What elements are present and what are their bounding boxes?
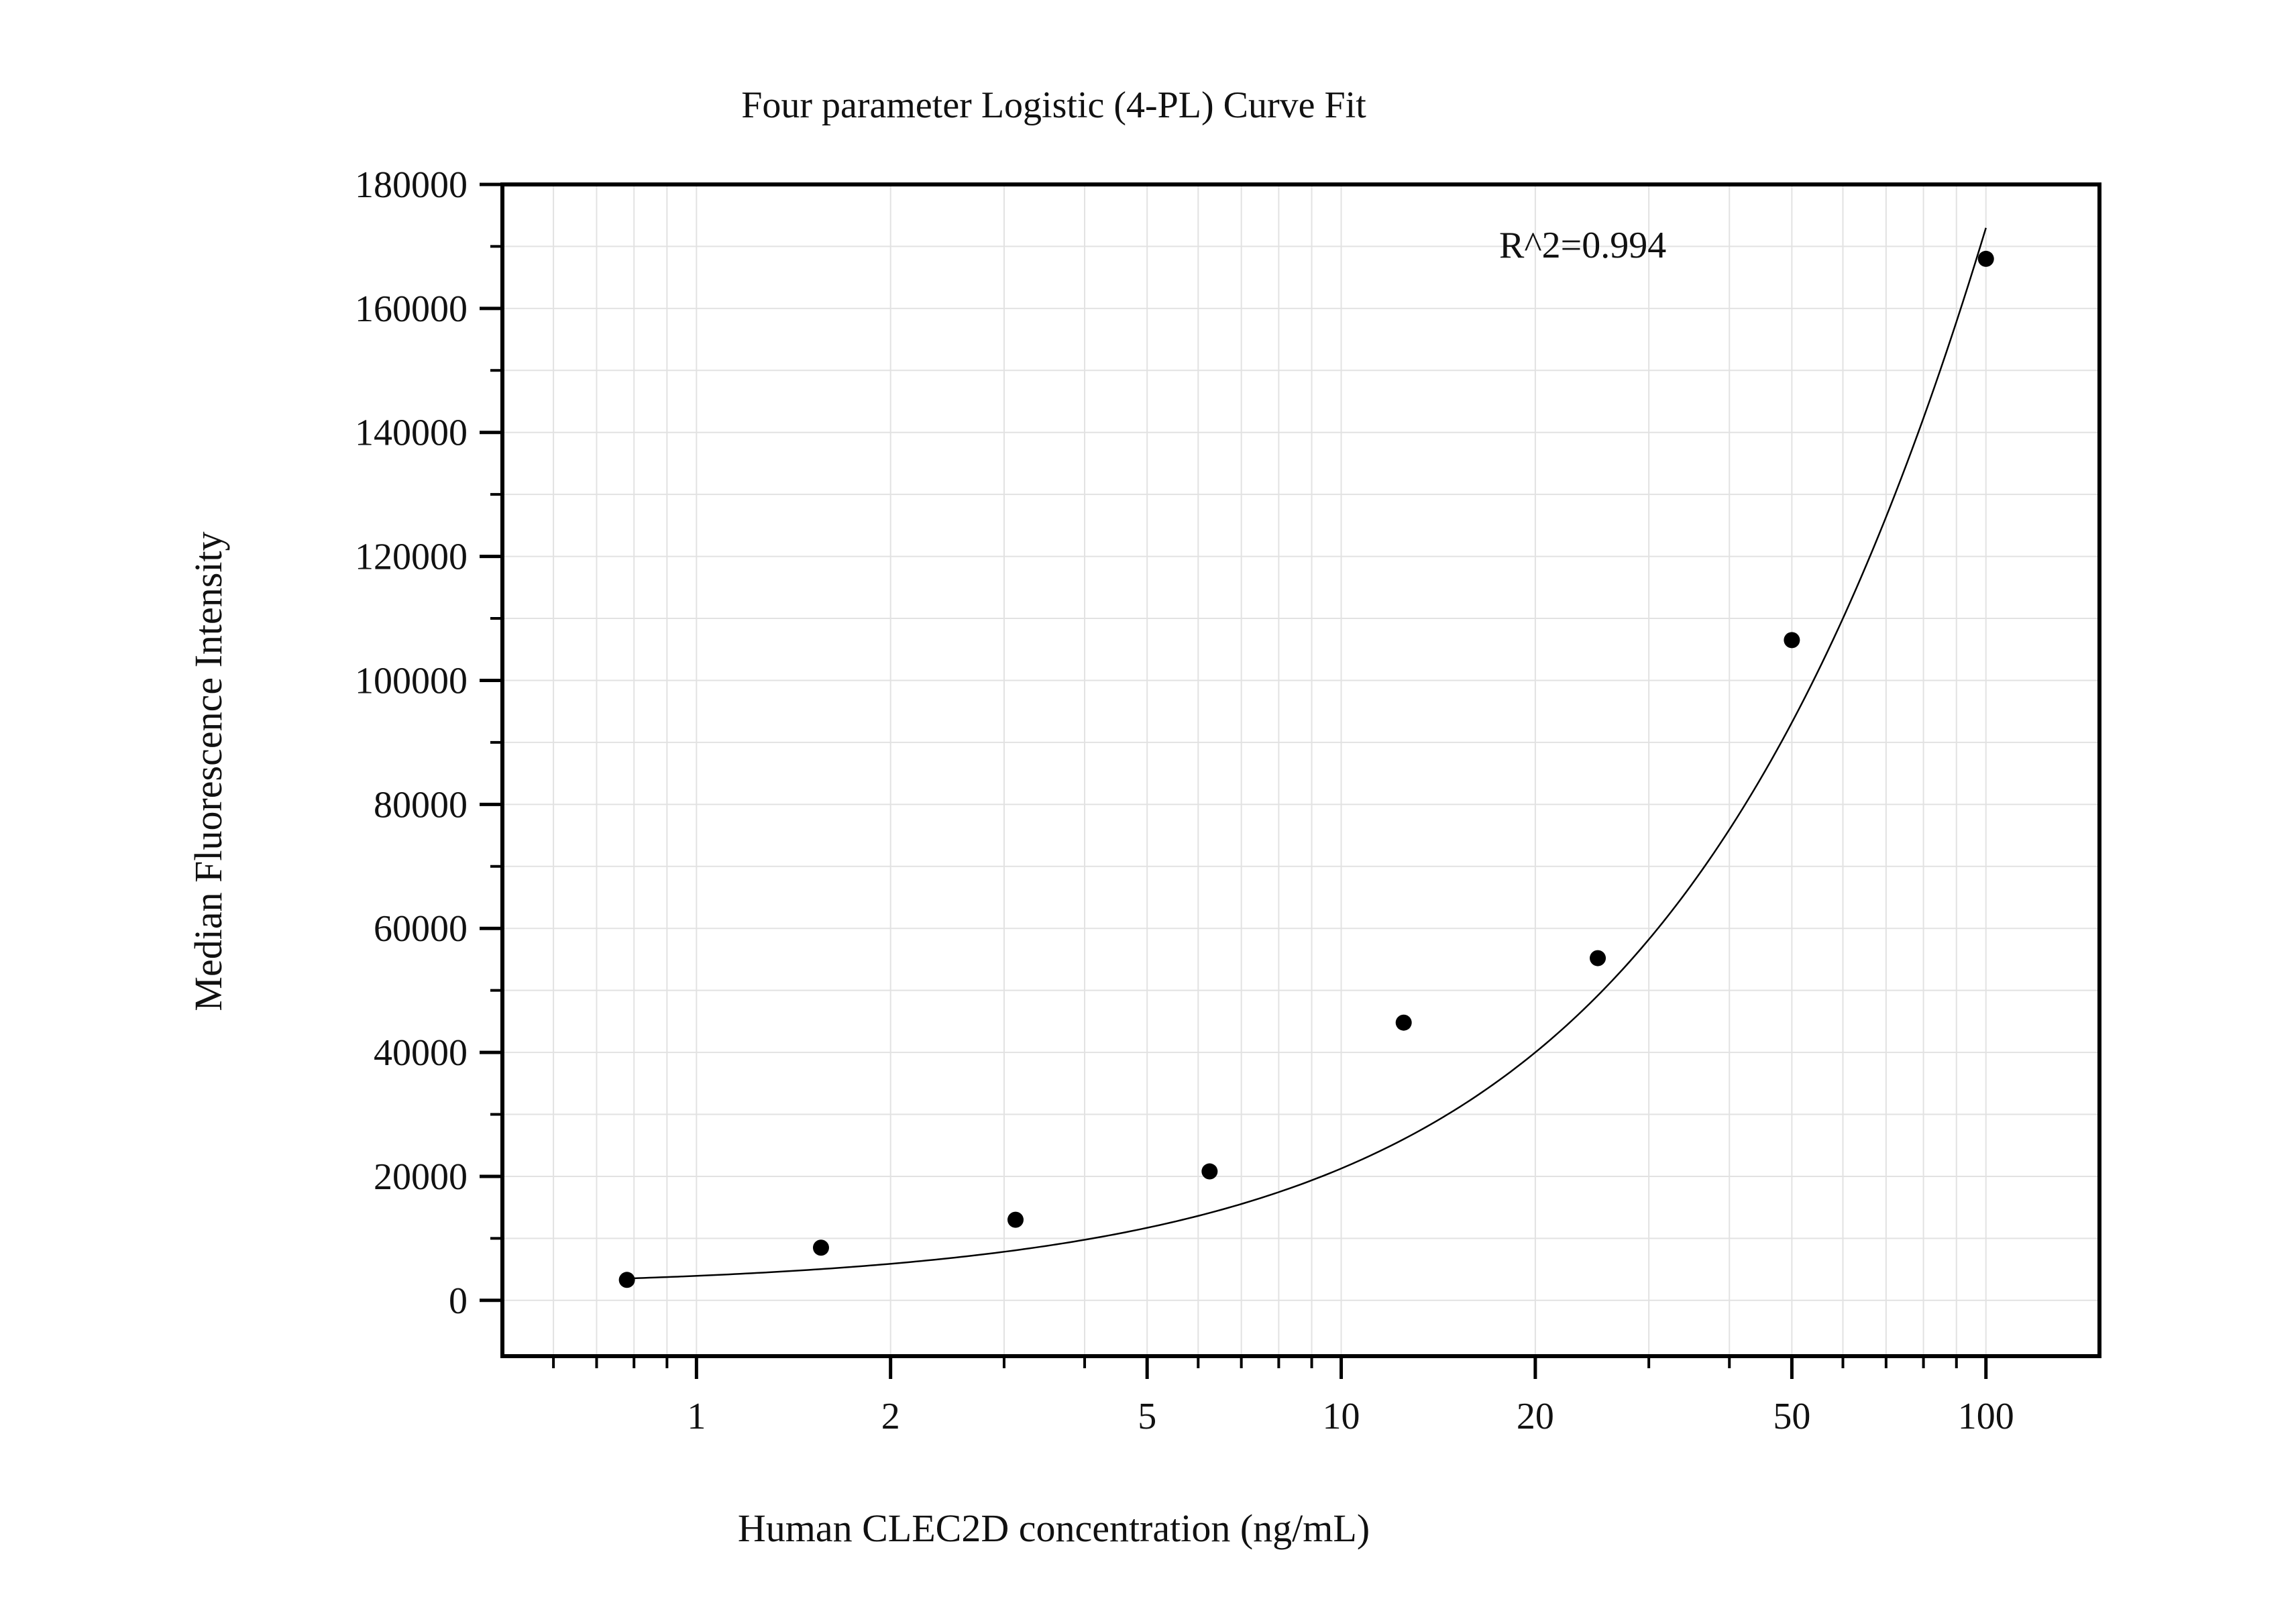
data-point <box>812 1239 829 1256</box>
x-tick-label: 2 <box>881 1396 900 1437</box>
x-tick-label: 20 <box>1517 1396 1554 1437</box>
y-tick-label: 60000 <box>374 908 468 950</box>
data-point <box>1590 950 1606 966</box>
y-tick-label: 80000 <box>374 784 468 826</box>
y-tick-label: 160000 <box>355 288 468 330</box>
data-point <box>1784 632 1800 649</box>
y-tick-label: 20000 <box>374 1156 468 1198</box>
data-point <box>1201 1163 1218 1180</box>
y-tick-label: 180000 <box>355 164 468 206</box>
x-axis-label: Human CLEC2D concentration (ng/mL) <box>738 1506 1370 1550</box>
tick-labels: 1 2 5 10 20 50 100 0 20000 40000 60000 80000 100000 1… <box>355 164 2014 1437</box>
x-tick-label: 50 <box>1773 1396 1810 1437</box>
r-squared-annotation: R^2=0.994 <box>1499 225 1666 266</box>
data-point <box>1977 250 1994 267</box>
x-tick-label: 5 <box>1138 1396 1156 1437</box>
fit-curve <box>626 227 1987 1280</box>
y-tick-label: 140000 <box>355 412 468 454</box>
axis-ticks <box>480 182 1988 1379</box>
y-tick-label: 100000 <box>355 660 468 702</box>
fit-curve-layer <box>626 227 1987 1280</box>
y-tick-label: 40000 <box>374 1032 468 1074</box>
y-tick-label: 0 <box>449 1280 468 1322</box>
x-tick-label: 100 <box>1958 1396 2014 1437</box>
x-tick-label: 1 <box>687 1396 706 1437</box>
plot-frame <box>500 182 2101 1358</box>
y-tick-label: 120000 <box>355 537 468 578</box>
data-point <box>1395 1014 1412 1031</box>
x-tick-label: 10 <box>1323 1396 1360 1437</box>
data-point <box>1007 1211 1024 1228</box>
y-axis-label: Median Fluorescence Intensity <box>186 531 230 1011</box>
chart-title: Four parameter Logistic (4-PL) Curve Fit <box>741 85 1366 126</box>
data-points <box>618 250 1994 1288</box>
data-point <box>618 1272 635 1288</box>
